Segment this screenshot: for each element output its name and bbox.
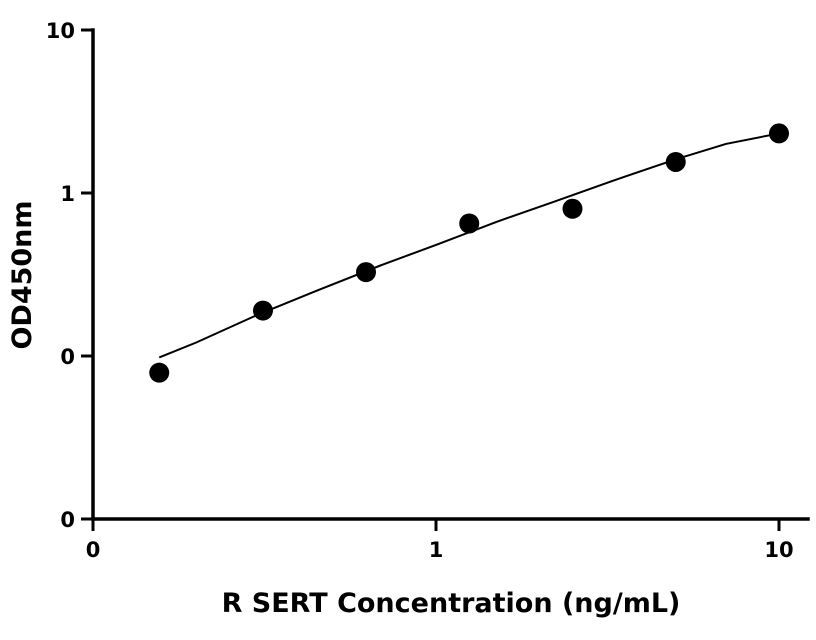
x-tick-label: 0	[86, 538, 101, 562]
data-point	[459, 213, 480, 234]
data-point	[562, 198, 583, 219]
fit-curve	[158, 132, 780, 359]
x-ticks: 0 1 10	[86, 519, 794, 562]
y-axis-title: OD450nm	[7, 200, 38, 349]
y-tick-label: 1	[60, 182, 75, 206]
y-ticks: 0 0 1 10	[46, 19, 93, 532]
data-point	[149, 362, 170, 383]
y-tick-label: 10	[46, 19, 75, 43]
x-axis-title: R SERT Concentration (ng/mL)	[222, 588, 681, 619]
y-tick-label: 0	[60, 508, 75, 532]
x-tick-label: 1	[429, 538, 444, 562]
plot-area	[149, 123, 789, 383]
data-point	[355, 262, 376, 283]
data-point	[769, 123, 789, 144]
data-point	[665, 151, 686, 172]
data-points	[149, 123, 789, 383]
y-tick-label: 0	[60, 345, 75, 369]
data-point	[252, 300, 273, 321]
x-tick-label: 10	[764, 538, 793, 562]
